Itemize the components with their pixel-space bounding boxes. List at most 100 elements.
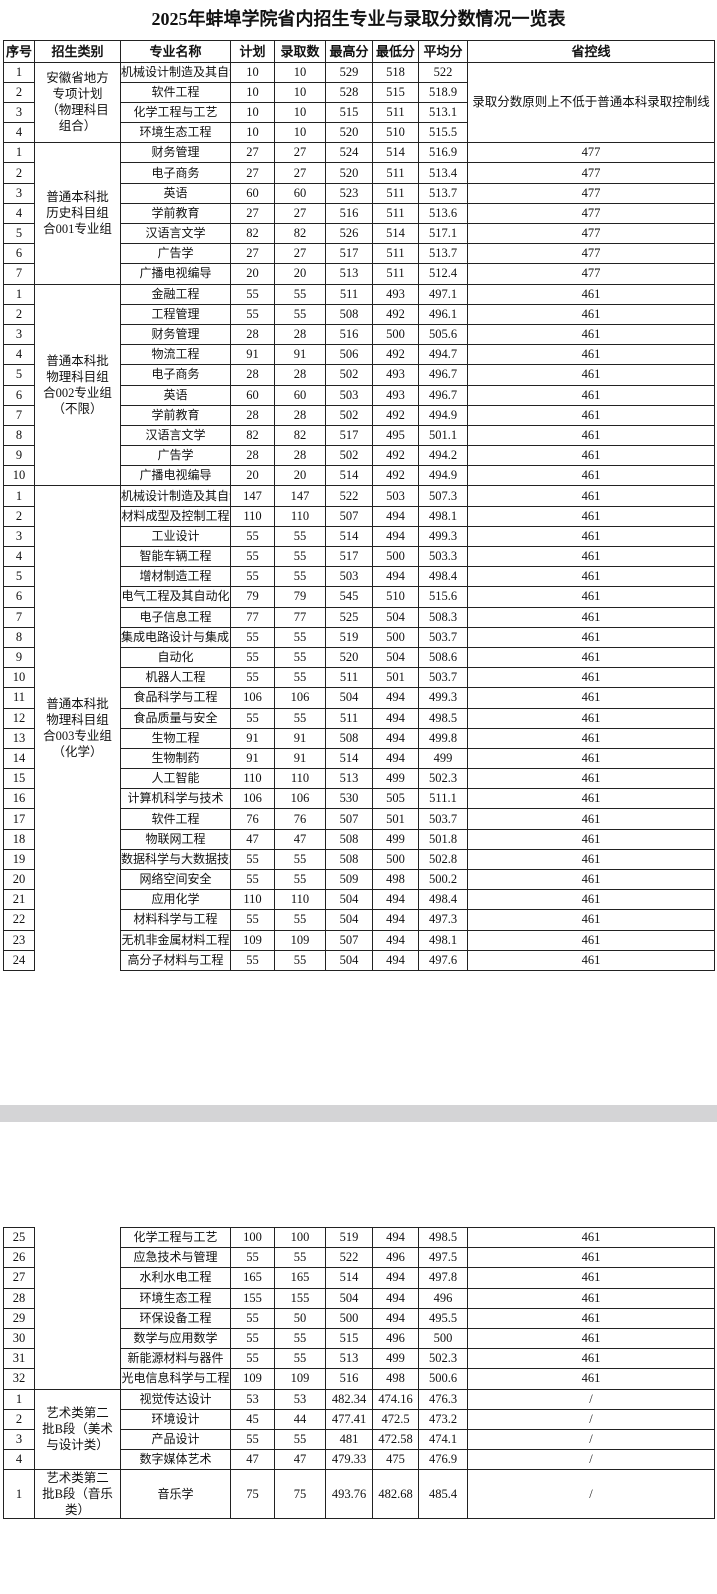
cell-avg-score: 522 bbox=[418, 61, 468, 83]
cell-plan: 109 bbox=[230, 1368, 275, 1390]
cell-major: 广告学 bbox=[120, 243, 231, 265]
cell-avg-score: 503.7 bbox=[418, 808, 468, 830]
cell-major: 水利水电工程 bbox=[120, 1267, 231, 1289]
cell-avg-score: 500 bbox=[418, 1327, 468, 1350]
cell-min-score: 503 bbox=[372, 485, 419, 507]
cell-avg-score: 495.5 bbox=[418, 1307, 468, 1329]
cell-plan: 109 bbox=[230, 929, 275, 951]
cell-admitted: 55 bbox=[274, 1247, 326, 1269]
table-row: 29 环保设备工程 55 50 500 494 495.5 461 bbox=[3, 1307, 715, 1329]
cell-admitted: 10 bbox=[274, 101, 326, 124]
cell-min-score: 494 bbox=[372, 747, 419, 770]
cell-control-line: 461 bbox=[467, 848, 715, 871]
cell-max-score: 511 bbox=[325, 707, 373, 729]
cell-max-score: 517 bbox=[325, 424, 373, 447]
cell-control-line: 461 bbox=[467, 364, 715, 386]
cell-avg-score: 513.7 bbox=[418, 243, 468, 265]
cell-seq: 2 bbox=[3, 505, 35, 527]
column-header-max-score: 最高分 bbox=[325, 40, 373, 63]
cell-avg-score: 497.6 bbox=[418, 949, 468, 971]
cell-seq: 6 bbox=[3, 586, 35, 608]
table-row: 7 学前教育 28 28 502 492 494.9 461 bbox=[3, 404, 715, 426]
cell-control-line: / bbox=[467, 1449, 715, 1471]
table-row: 13 生物工程 91 91 508 494 499.8 461 bbox=[3, 727, 715, 749]
cell-seq: 9 bbox=[3, 445, 35, 467]
cell-seq: 1 bbox=[3, 1388, 35, 1410]
cell-admitted: 28 bbox=[274, 445, 326, 467]
cell-plan: 155 bbox=[230, 1287, 275, 1309]
cell-avg-score: 498.4 bbox=[418, 889, 468, 911]
cell-max-score: 503 bbox=[325, 566, 373, 588]
cell-max-score: 502 bbox=[325, 404, 373, 426]
cell-major: 化学工程与工艺 bbox=[120, 101, 231, 124]
cell-major: 数学与应用数学 bbox=[120, 1327, 231, 1350]
cell-min-score: 475 bbox=[372, 1449, 419, 1471]
cell-seq: 1 bbox=[3, 485, 35, 507]
cell-plan: 82 bbox=[230, 222, 275, 245]
table-row: 23 无机非金属材料工程 109 109 507 494 498.1 461 bbox=[3, 929, 715, 951]
cell-seq: 5 bbox=[3, 566, 35, 588]
cell-major: 光电信息科学与工程 bbox=[120, 1368, 231, 1390]
cell-max-score: 504 bbox=[325, 889, 373, 911]
table-row: 3 财务管理 28 28 516 500 505.6 461 bbox=[3, 323, 715, 346]
cell-control-line: 477 bbox=[467, 263, 715, 285]
cell-plan: 55 bbox=[230, 525, 275, 548]
cell-plan: 20 bbox=[230, 263, 275, 285]
cell-admitted: 55 bbox=[274, 525, 326, 548]
table-row: 4 数字媒体艺术 47 47 479.33 475 476.9/ bbox=[3, 1449, 715, 1471]
cell-max-score: 515 bbox=[325, 101, 373, 124]
cell-major: 物联网工程 bbox=[120, 828, 231, 850]
table-row: 1 艺术类第二批B段（美术与设计类） 视觉传达设计 53 53 482.34 474.16 4… bbox=[3, 1388, 715, 1471]
cell-admitted: 109 bbox=[274, 1368, 326, 1390]
table-row: 21 应用化学 110 110 504 494 498.4 461 bbox=[3, 889, 715, 911]
cell-plan: 76 bbox=[230, 808, 275, 830]
cell-plan: 10 bbox=[230, 101, 275, 124]
table-row: 19 数据科学与大数据技术 55 55 508 500 502.8 461 bbox=[3, 848, 715, 871]
cell-min-score: 494 bbox=[372, 949, 419, 971]
cell-major: 新能源材料与器件 bbox=[120, 1348, 231, 1370]
cell-max-score: 514 bbox=[325, 525, 373, 548]
cell-seq: 2 bbox=[3, 1408, 35, 1430]
cell-major: 增材制造工程 bbox=[120, 566, 231, 588]
cell-major: 智能车辆工程 bbox=[120, 545, 231, 568]
cell-admitted: 155 bbox=[274, 1287, 326, 1309]
cell-major: 材料科学与工程 bbox=[120, 909, 231, 931]
admission-table-part-1: 序号 招生类别 专业名称 计划 录取数 最高分 最低分 平均分 省控线 1 安徽省地方专项计划（物… bbox=[3, 40, 715, 971]
cell-max-score: 545 bbox=[325, 586, 373, 608]
cell-avg-score: 500.2 bbox=[418, 868, 468, 891]
cell-plan: 91 bbox=[230, 344, 275, 366]
cell-min-score: 494 bbox=[372, 566, 419, 588]
cell-avg-score: 498.4 bbox=[418, 566, 468, 588]
cell-major: 机械设计制造及其自动化 bbox=[120, 61, 231, 83]
cell-min-score: 501 bbox=[372, 667, 419, 689]
cell-min-score: 492 bbox=[372, 465, 419, 487]
cell-max-score: 502 bbox=[325, 445, 373, 467]
cell-min-score: 505 bbox=[372, 788, 419, 810]
cell-admitted: 106 bbox=[274, 687, 326, 709]
cell-admitted: 55 bbox=[274, 646, 326, 669]
cell-major: 计算机科学与技术 bbox=[120, 788, 231, 810]
cell-max-score: 520 bbox=[325, 162, 373, 184]
column-header-category: 招生类别 bbox=[34, 40, 121, 63]
cell-control-line: 461 bbox=[467, 465, 715, 487]
cell-control-line: 461 bbox=[467, 949, 715, 971]
cell-control-line: 461 bbox=[467, 525, 715, 548]
cell-control-line: / bbox=[467, 1469, 715, 1520]
cell-avg-score: 485.4 bbox=[418, 1469, 468, 1520]
cell-seq: 31 bbox=[3, 1348, 35, 1370]
cell-seq: 8 bbox=[3, 424, 35, 447]
cell-seq: 2 bbox=[3, 81, 35, 103]
cell-control-line: 461 bbox=[467, 424, 715, 447]
cell-seq: 12 bbox=[3, 707, 35, 729]
cell-category: 安徽省地方专项计划（物理科目组合） bbox=[34, 61, 121, 144]
cell-control-line: 477 bbox=[467, 243, 715, 265]
cell-max-score: 481 bbox=[325, 1428, 373, 1451]
cell-control-line: 461 bbox=[467, 889, 715, 911]
cell-admitted: 28 bbox=[274, 323, 326, 346]
cell-max-score: 503 bbox=[325, 384, 373, 406]
cell-major: 生物工程 bbox=[120, 727, 231, 749]
cell-min-score: 518 bbox=[372, 61, 419, 83]
cell-category: 普通本科批物理科目组合002专业组（不限） bbox=[34, 283, 121, 487]
cell-control-line: 461 bbox=[467, 505, 715, 527]
